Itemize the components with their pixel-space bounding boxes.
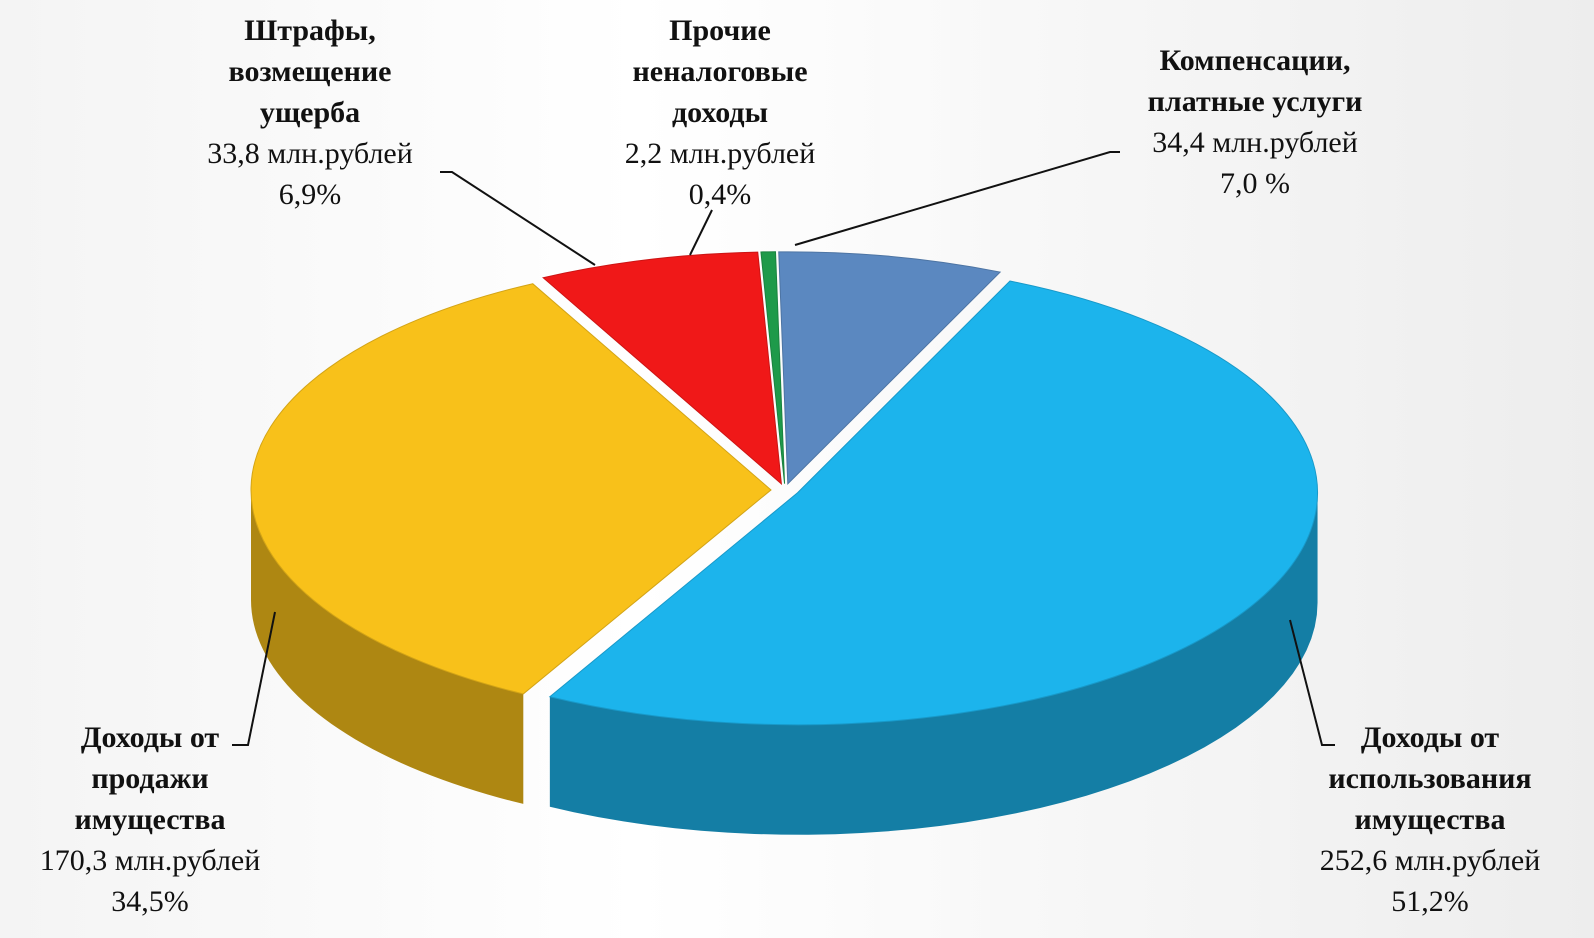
- amount-label: 33,8 млн.рублей: [207, 137, 413, 170]
- value-label: 0,4%: [688, 178, 752, 211]
- slice-label: Доходы от продажи имущества 170,3 млн.руб…: [40, 717, 261, 922]
- value-label: 34,5%: [111, 885, 189, 918]
- leader-line: [689, 209, 713, 256]
- category-label: Штрафы, возмещение ущерба: [228, 14, 392, 129]
- category-label: Доходы от продажи имущества: [74, 721, 226, 836]
- leader-lines: [232, 151, 1335, 746]
- amount-label: 252,6 млн.рублей: [1319, 844, 1541, 877]
- value-label: 6,9%: [278, 178, 342, 211]
- amount-label: 34,4 млн.рублей: [1152, 126, 1358, 159]
- slice-side: [549, 492, 1318, 835]
- leader-line: [1289, 619, 1335, 746]
- pie: [250, 251, 1319, 835]
- leader-line: [794, 151, 1120, 246]
- category-label: Прочие неналоговые доходы: [632, 14, 808, 129]
- category-label: Компенсации, платные услуги: [1147, 44, 1363, 118]
- amount-label: 2,2 млн.рублей: [624, 137, 816, 170]
- slice-label: Штрафы, возмещение ущерба 33,8 млн.рублей…: [195, 10, 425, 215]
- slice: [548, 280, 1319, 726]
- slice: [250, 283, 772, 695]
- leader-line: [232, 611, 276, 746]
- amount-label: 170,3 млн.рублей: [39, 844, 261, 877]
- category-label: Доходы от использования имущества: [1328, 721, 1532, 836]
- leader-line: [440, 171, 596, 266]
- slice: [760, 251, 786, 484]
- slice: [778, 251, 1002, 485]
- slice-label: Доходы от использования имущества 252,6 м…: [1300, 717, 1560, 922]
- slice: [542, 251, 783, 486]
- value-label: 7,0 %: [1220, 167, 1290, 200]
- slice-label: Прочие неналоговые доходы 2,2 млн.рублей 0…: [610, 10, 830, 215]
- slice-label: Компенсации, платные услуги 34,4 млн.рубл…: [1125, 40, 1385, 204]
- value-label: 51,2%: [1391, 885, 1469, 918]
